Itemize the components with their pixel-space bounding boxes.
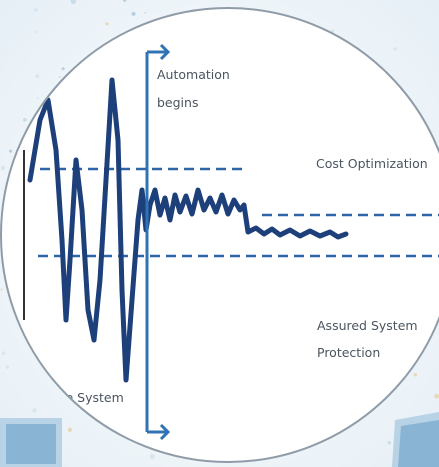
speckle <box>393 47 397 51</box>
speckle <box>59 76 61 78</box>
speckle <box>149 453 155 459</box>
speckle <box>33 7 38 12</box>
begins-label: begins <box>157 95 198 110</box>
speckle <box>0 288 3 291</box>
speckle <box>67 427 73 432</box>
assured-system-label: Assured System <box>317 318 418 333</box>
speckle <box>61 67 65 71</box>
speckle <box>35 30 38 34</box>
system-signal-line <box>27 77 349 383</box>
speckle <box>105 22 109 26</box>
speckle <box>144 11 147 14</box>
speckle <box>9 149 13 153</box>
speckle <box>434 393 439 399</box>
protection-label: Protection <box>317 345 380 360</box>
cost-optimization-label: Cost Optimization <box>316 156 428 171</box>
diagram-content: Automation begins Cost Optimization Assu… <box>23 43 439 441</box>
speckle <box>36 97 39 100</box>
arrow-down-icon <box>147 423 171 441</box>
arrow-up-icon <box>147 43 171 61</box>
system-partial-label: le System <box>62 390 124 405</box>
speckle <box>23 118 27 122</box>
speckle <box>1 165 6 171</box>
speckle <box>413 373 417 377</box>
speckle <box>70 0 77 5</box>
speckle <box>1 351 6 356</box>
speckle <box>35 74 40 79</box>
speckle <box>122 0 127 2</box>
speckle <box>32 408 37 413</box>
speckle <box>5 365 9 369</box>
automation-label: Automation <box>157 67 230 82</box>
speckle <box>387 441 391 445</box>
laptop-left-icon <box>0 418 62 467</box>
laptop-right-icon <box>392 412 439 467</box>
speckle <box>131 11 136 16</box>
